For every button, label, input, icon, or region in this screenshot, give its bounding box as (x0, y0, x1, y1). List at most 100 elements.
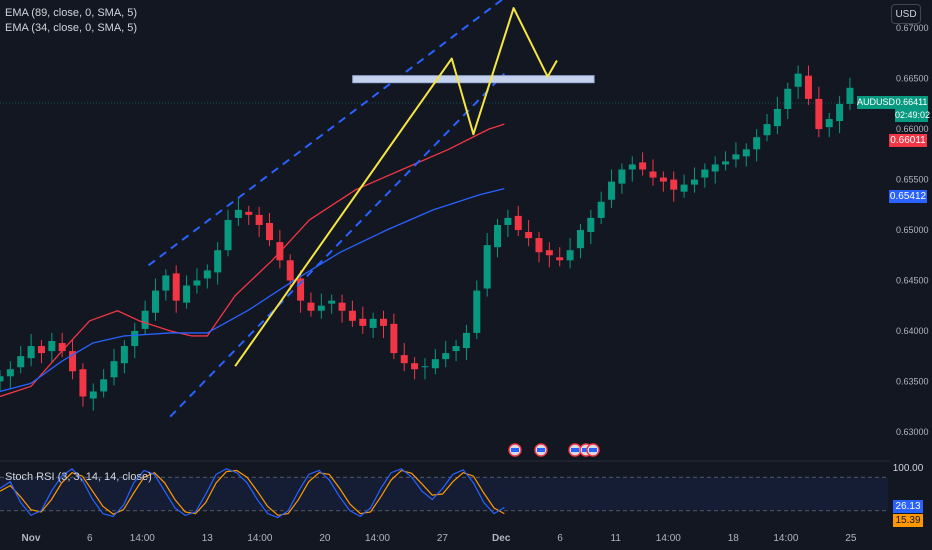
x-tick-label: 14:00 (365, 533, 390, 544)
candle (380, 318, 388, 326)
event-flag-stripe (571, 448, 579, 452)
x-tick-label: 14:00 (130, 533, 155, 544)
candle (141, 310, 149, 329)
currency-button[interactable]: USD (891, 4, 921, 24)
countdown: 02:49:02 (895, 109, 931, 122)
y-tick-label: 0.66000 (896, 124, 929, 134)
candle (89, 391, 97, 399)
candle (815, 98, 823, 130)
candle (514, 215, 522, 231)
candle (6, 369, 14, 377)
candle (234, 209, 242, 218)
event-flag-stripe (537, 448, 545, 452)
candle (649, 171, 657, 178)
candle (804, 75, 812, 99)
ema89-tag: 0.65412 (889, 190, 927, 203)
x-tick-label: 6 (557, 533, 563, 544)
candle (151, 290, 159, 313)
candle (525, 232, 533, 239)
candle (794, 73, 802, 87)
candle (69, 351, 77, 372)
stoch-legend[interactable]: Stoch RSI (3, 3, 14, 14, close) (5, 471, 152, 483)
candle (535, 238, 543, 253)
symbol-price: 0.66411 (895, 96, 928, 109)
y-tick-label: 0.67000 (896, 23, 929, 33)
candle (203, 270, 211, 279)
y-tick-label: 0.64000 (896, 326, 929, 336)
legend-ema34[interactable]: EMA (34, close, 0, SMA, 5) (5, 22, 138, 34)
candle (193, 280, 201, 286)
candle (608, 181, 616, 200)
candle (131, 330, 139, 347)
candle (494, 224, 502, 248)
candle (597, 201, 605, 218)
candle (473, 290, 481, 333)
x-tick-label: 14:00 (773, 533, 798, 544)
candle (442, 353, 450, 360)
event-flag-stripe (511, 448, 519, 452)
x-tick-label: 27 (437, 533, 449, 544)
time-axis[interactable]: Nov 6 14:00 13 14:00 20 14:00 27 Dec 6 11 14:00 18 14… (21, 533, 856, 544)
candle (17, 356, 25, 368)
stoch-d-value: 15.39 (893, 514, 923, 527)
stoch-k-value: 26.13 (893, 500, 923, 513)
candle (79, 369, 87, 397)
y-tick-label: 0.63000 (896, 427, 929, 437)
stoch-band (0, 477, 888, 511)
candle (48, 340, 56, 352)
candle (452, 346, 460, 352)
candle (722, 161, 730, 165)
candle (587, 217, 595, 233)
candle (421, 366, 429, 368)
symbol-label-tag: AUDUSD (857, 96, 896, 109)
stoch-top-tick: 100.00 (892, 463, 924, 474)
candle (836, 103, 844, 122)
channel-upper (147, 0, 504, 267)
candle (680, 184, 688, 192)
candle (286, 260, 294, 281)
candle (214, 250, 222, 273)
legend-ema89[interactable]: EMA (89, close, 0, SMA, 5) (5, 7, 138, 19)
candle (37, 346, 45, 354)
candle (753, 137, 761, 150)
x-tick-label: 14:00 (656, 533, 681, 544)
x-tick-label: 6 (87, 533, 93, 544)
candle (307, 302, 315, 311)
candle (27, 346, 35, 359)
stoch-d-line (0, 469, 505, 516)
ema89-line (0, 188, 505, 393)
stoch-rsi-pane (0, 468, 888, 519)
candle (400, 355, 408, 364)
y-tick-label: 0.64500 (896, 275, 929, 285)
candle (566, 250, 574, 261)
projected-path (234, 7, 558, 367)
economic-events[interactable] (508, 443, 600, 457)
candle (0, 376, 4, 382)
y-tick-label: 0.66500 (896, 74, 929, 84)
candle (846, 87, 854, 104)
x-tick-label: 20 (319, 533, 331, 544)
candle (390, 323, 398, 354)
candle (504, 217, 512, 225)
x-tick-label: 25 (845, 533, 857, 544)
x-tick-label: Nov (21, 533, 40, 544)
x-tick-label: 18 (728, 533, 740, 544)
candle (100, 379, 108, 392)
candle (742, 149, 750, 157)
candle (784, 88, 792, 109)
resistance-zone (352, 75, 595, 84)
candle (670, 179, 678, 190)
x-tick-label: Dec (492, 533, 511, 544)
candle (328, 300, 336, 304)
y-tick-label: 0.63500 (896, 376, 929, 386)
x-tick-label: 13 (202, 533, 214, 544)
candle (120, 346, 128, 364)
candle (297, 278, 305, 301)
candle (183, 285, 191, 303)
candle (639, 162, 647, 170)
x-tick-label: 14:00 (247, 533, 272, 544)
drawings (147, 0, 595, 418)
candle (162, 275, 170, 291)
price-axis[interactable]: 0.67000 0.66500 0.66000 0.65500 0.65000 0.645… (896, 23, 929, 437)
